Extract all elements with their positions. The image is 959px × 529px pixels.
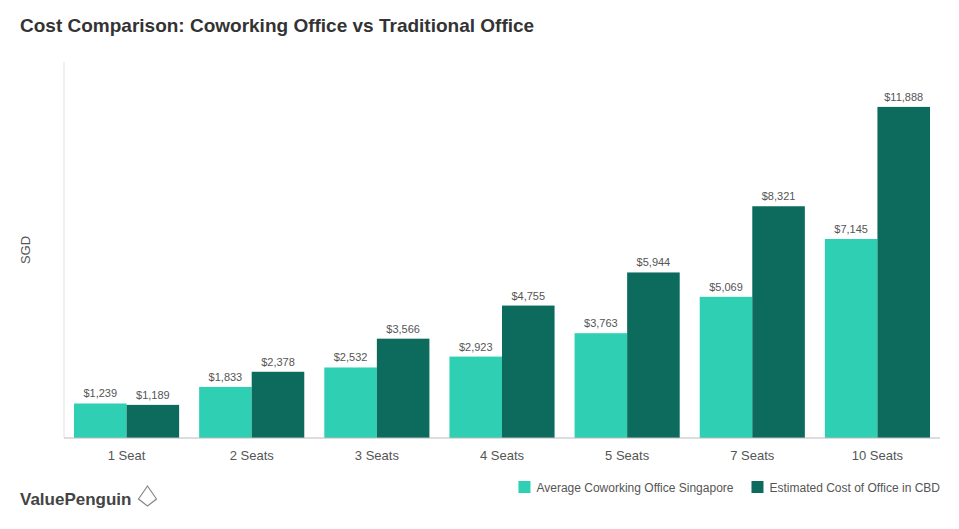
bar xyxy=(627,272,680,438)
data-label: $3,566 xyxy=(386,323,420,335)
annotations: ValuePenguin xyxy=(20,486,156,509)
data-label: $7,145 xyxy=(834,223,868,235)
x-tick-label: 3 Seats xyxy=(355,448,400,463)
x-tick-label: 1 Seat xyxy=(108,448,146,463)
bar xyxy=(199,387,252,438)
legend-label: Average Coworking Office Singapore xyxy=(536,481,733,495)
bar xyxy=(700,297,753,438)
bar xyxy=(752,206,805,438)
bar xyxy=(825,239,878,438)
watermark: ValuePenguin xyxy=(20,490,131,509)
x-tick-label: 10 Seats xyxy=(852,448,904,463)
data-label: $4,755 xyxy=(511,290,545,302)
bars xyxy=(74,107,930,438)
data-labels: $1,239 $1,833 $2,532 $2,923 $3,763 $5,069 $7,1… xyxy=(83,91,923,401)
chart-title: Cost Comparison: Coworking Office vs Tra… xyxy=(20,15,534,36)
data-label: $1,833 xyxy=(209,371,243,383)
legend-label: Estimated Cost of Office in CBD xyxy=(769,481,940,495)
data-label: $1,239 xyxy=(83,387,117,399)
data-label: $5,944 xyxy=(637,256,671,268)
data-label: $5,069 xyxy=(709,281,743,293)
x-tick-labels: 1 Seat 2 Seats 3 Seats 4 Seats 5 Seats 7 Seat… xyxy=(108,448,904,463)
x-tick-label: 4 Seats xyxy=(480,448,525,463)
bar xyxy=(502,306,555,438)
watermark-icon xyxy=(138,486,156,506)
data-label: $2,923 xyxy=(459,341,493,353)
data-label: $2,532 xyxy=(334,351,368,363)
data-label: $2,378 xyxy=(261,356,295,368)
legend-swatch xyxy=(518,481,530,493)
x-tick-label: 5 Seats xyxy=(605,448,650,463)
bar xyxy=(449,357,502,438)
bar xyxy=(127,405,180,438)
legend-swatch xyxy=(751,481,763,493)
bar xyxy=(252,372,305,438)
x-tick-label: 7 Seats xyxy=(730,448,775,463)
data-label: $1,189 xyxy=(136,389,170,401)
data-label: $8,321 xyxy=(762,190,796,202)
bar xyxy=(377,339,430,438)
data-label: $3,763 xyxy=(584,317,618,329)
x-axis xyxy=(64,438,940,439)
x-tick-label: 2 Seats xyxy=(230,448,275,463)
chart: Cost Comparison: Coworking Office vs Tra… xyxy=(0,0,959,529)
data-label: $11,888 xyxy=(884,91,923,103)
bar xyxy=(324,367,377,438)
bar xyxy=(575,333,628,438)
y-axis-line xyxy=(64,62,65,438)
y-axis-label: SGD xyxy=(18,236,33,264)
bar xyxy=(74,403,127,438)
legend: Average Coworking Office Singapore Estima… xyxy=(518,481,940,495)
bar xyxy=(877,107,930,438)
